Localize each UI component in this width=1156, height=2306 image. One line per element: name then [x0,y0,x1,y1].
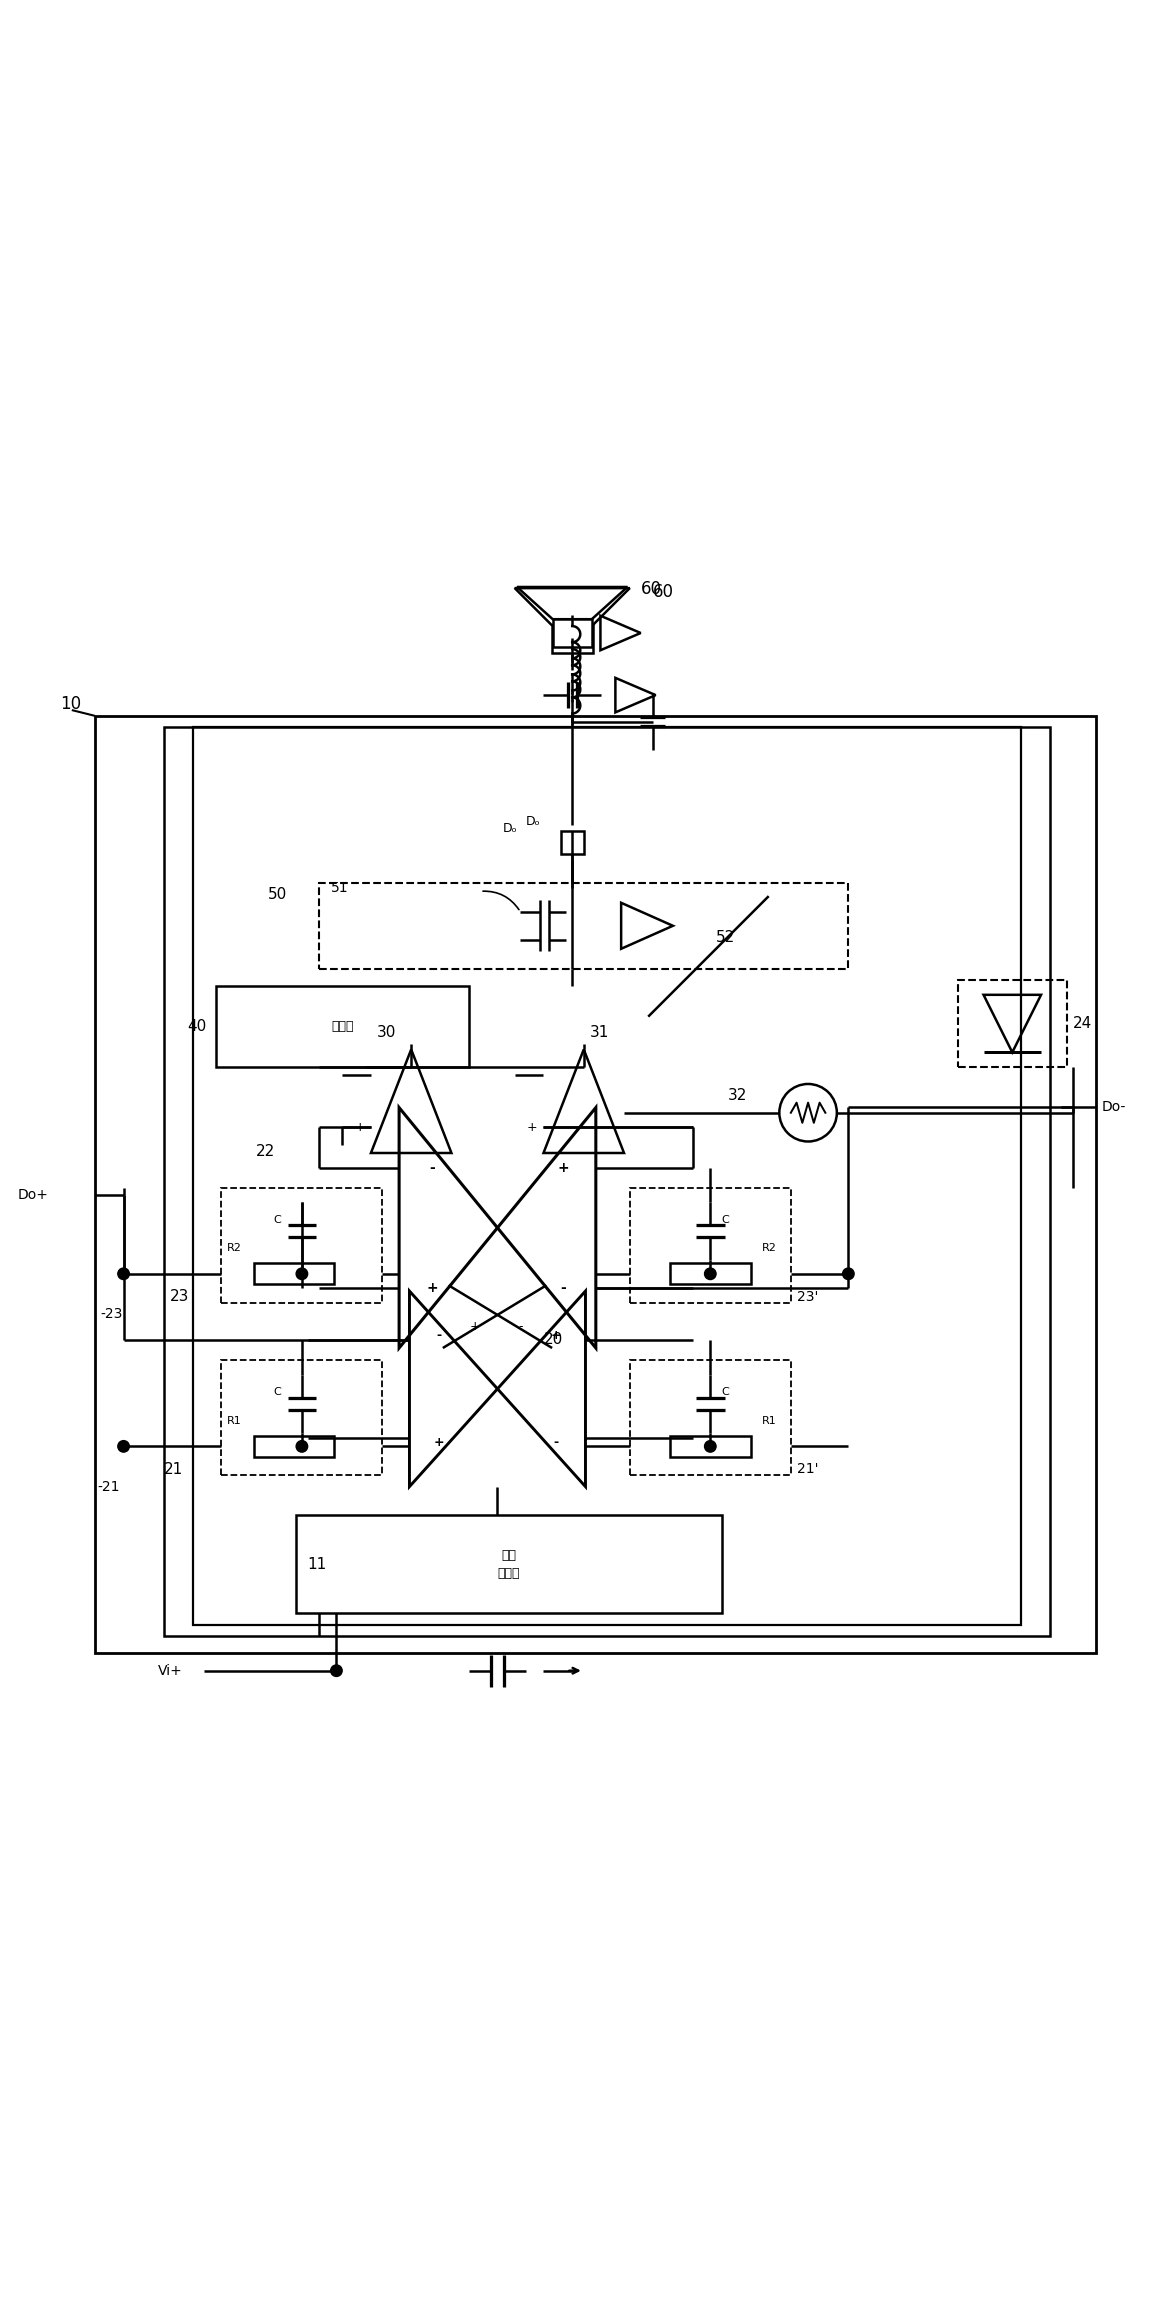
Text: 60: 60 [653,583,674,600]
Text: 24: 24 [1073,1017,1092,1031]
Text: C: C [273,1388,281,1397]
Text: 10: 10 [60,696,81,713]
Text: -: - [561,1280,566,1296]
Circle shape [118,1441,129,1453]
Text: 驱动级: 驱动级 [331,1019,354,1033]
Bar [193,726,1021,1626]
Bar [253,1437,334,1457]
Text: Dₒ: Dₒ [526,816,541,828]
Text: 整流: 整流 [502,1550,517,1561]
Text: R2: R2 [762,1243,777,1254]
Text: 20: 20 [543,1333,563,1347]
Circle shape [296,1441,307,1453]
Text: 31: 31 [590,1024,609,1040]
Bar [630,1361,791,1476]
Text: 调电路: 调电路 [498,1568,520,1580]
Bar [253,1264,334,1284]
Text: 40: 40 [187,1019,206,1033]
Bar [216,987,468,1068]
Text: Do+: Do+ [18,1188,49,1201]
Text: 50: 50 [267,886,287,902]
Text: +: + [557,1160,569,1174]
Text: -23: -23 [101,1308,123,1321]
Bar [221,1361,383,1476]
Bar [296,1515,721,1614]
Text: 11: 11 [307,1557,327,1573]
Text: +: + [427,1280,438,1296]
Text: C: C [721,1388,729,1397]
Text: 21: 21 [164,1462,183,1476]
Text: -: - [533,1070,538,1082]
Text: -: - [361,1070,365,1082]
Bar [670,1437,750,1457]
Text: -21: -21 [97,1480,119,1494]
Circle shape [296,1268,307,1280]
Text: R1: R1 [227,1416,242,1425]
Text: R1: R1 [762,1416,777,1425]
Text: 52: 52 [716,929,735,945]
Text: -: - [554,1437,558,1448]
Bar [553,620,592,646]
Text: 23': 23' [796,1289,818,1303]
Text: 22: 22 [255,1144,275,1160]
Text: -: - [429,1160,435,1174]
Text: +: + [434,1437,444,1448]
Text: 23: 23 [170,1289,188,1305]
Text: C: C [273,1215,281,1224]
Text: Dₒ: Dₒ [503,821,518,835]
Text: 32: 32 [727,1088,747,1102]
Text: 60: 60 [642,581,662,597]
Text: Do-: Do- [1102,1100,1126,1114]
Circle shape [331,1665,342,1676]
Text: -: - [518,1319,523,1333]
Bar [551,625,593,653]
Text: 30: 30 [377,1024,397,1040]
Text: -: - [436,1328,442,1342]
Circle shape [118,1268,129,1280]
Circle shape [843,1268,854,1280]
Text: +: + [355,1121,365,1135]
Circle shape [704,1268,716,1280]
Text: R2: R2 [227,1243,242,1254]
Bar [95,715,1096,1653]
Text: 51: 51 [331,881,348,895]
Circle shape [704,1441,716,1453]
Text: +: + [469,1319,480,1333]
Text: Vi+: Vi+ [158,1663,183,1679]
Bar [630,1188,791,1303]
Bar [670,1264,750,1284]
Bar [221,1188,383,1303]
Text: +: + [527,1121,538,1135]
Text: C: C [721,1215,729,1224]
Bar [561,830,584,853]
Bar [319,883,849,969]
Bar [957,980,1067,1068]
Bar [164,726,1050,1637]
Text: +: + [550,1328,562,1342]
Text: 21': 21' [796,1462,818,1476]
